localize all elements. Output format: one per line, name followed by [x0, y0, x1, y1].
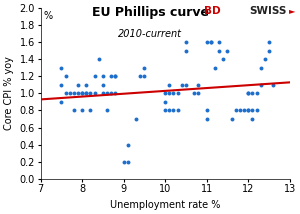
Point	[208, 41, 213, 44]
Point	[221, 58, 226, 61]
Point	[63, 75, 68, 78]
Point	[250, 109, 255, 112]
Point	[184, 49, 188, 52]
Point	[109, 75, 114, 78]
Point	[84, 92, 89, 95]
Point	[246, 109, 250, 112]
Point	[71, 92, 76, 95]
Point	[113, 75, 118, 78]
Point	[80, 92, 85, 95]
Point	[163, 109, 168, 112]
Point	[171, 92, 176, 95]
Point	[138, 75, 143, 78]
Point	[233, 109, 238, 112]
Point	[217, 49, 221, 52]
Point	[92, 75, 97, 78]
Text: BD: BD	[204, 6, 220, 16]
Point	[80, 109, 85, 112]
Point	[208, 41, 213, 44]
Text: %: %	[44, 11, 53, 21]
Point	[250, 117, 255, 121]
Point	[80, 92, 85, 95]
Point	[67, 92, 72, 95]
Point	[254, 109, 259, 112]
Point	[204, 41, 209, 44]
Y-axis label: Core CPI % yoy: Core CPI % yoy	[4, 56, 14, 130]
Point	[196, 83, 201, 87]
Text: SWISS: SWISS	[249, 6, 286, 16]
Point	[142, 75, 147, 78]
Point	[109, 92, 114, 95]
Point	[88, 109, 93, 112]
Point	[196, 92, 201, 95]
Point	[113, 92, 118, 95]
Point	[246, 109, 250, 112]
Point	[184, 83, 188, 87]
Point	[229, 117, 234, 121]
Point	[163, 100, 168, 104]
Point	[267, 41, 272, 44]
Point	[258, 66, 263, 70]
Point	[246, 92, 250, 95]
Point	[125, 143, 130, 146]
Point	[59, 83, 64, 87]
Point	[84, 92, 89, 95]
Point	[100, 83, 105, 87]
Point	[113, 75, 118, 78]
Text: ►: ►	[289, 6, 296, 15]
Point	[84, 83, 89, 87]
Point	[59, 66, 64, 70]
Point	[167, 92, 172, 95]
Point	[175, 92, 180, 95]
Point	[179, 83, 184, 87]
Point	[204, 117, 209, 121]
Point	[175, 109, 180, 112]
Point	[121, 160, 126, 163]
Point	[59, 100, 64, 104]
Point	[105, 92, 110, 95]
Point	[246, 92, 250, 95]
Point	[100, 75, 105, 78]
Text: EU Phillips curve: EU Phillips curve	[92, 6, 208, 19]
X-axis label: Unemployment rate %: Unemployment rate %	[110, 200, 220, 210]
Point	[271, 83, 275, 87]
Point	[63, 92, 68, 95]
Point	[76, 83, 80, 87]
Point	[96, 58, 101, 61]
Point	[142, 66, 147, 70]
Point	[92, 92, 97, 95]
Point	[225, 49, 230, 52]
Point	[100, 92, 105, 95]
Point	[242, 109, 246, 112]
Point	[262, 58, 267, 61]
Point	[88, 92, 93, 95]
Point	[76, 92, 80, 95]
Point	[213, 66, 218, 70]
Point	[71, 109, 76, 112]
Point	[163, 92, 168, 95]
Point	[105, 109, 110, 112]
Point	[217, 41, 221, 44]
Point	[204, 109, 209, 112]
Point	[238, 109, 242, 112]
Text: 2010-current: 2010-current	[118, 29, 182, 39]
Point	[167, 83, 172, 87]
Point	[254, 92, 259, 95]
Point	[267, 49, 272, 52]
Point	[192, 92, 197, 95]
Point	[184, 41, 188, 44]
Point	[250, 92, 255, 95]
Point	[258, 83, 263, 87]
Point	[134, 117, 139, 121]
Point	[171, 109, 176, 112]
Point	[167, 109, 172, 112]
Point	[125, 160, 130, 163]
